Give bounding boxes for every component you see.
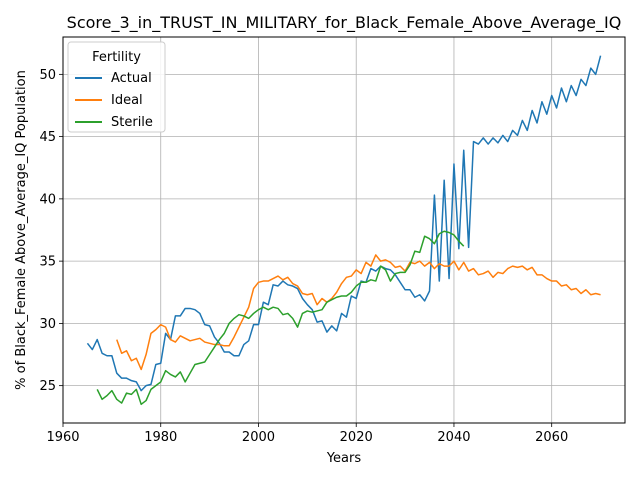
series-line-ideal: [116, 254, 601, 371]
legend-label-sterile: Sterile: [111, 115, 153, 130]
y-axis-label: % of Black_Female Above_Average_IQ Popul…: [14, 70, 29, 390]
legend-title: Fertility: [92, 50, 141, 65]
x-tick-label: 1960: [46, 430, 79, 445]
x-tick-label: 2040: [437, 430, 470, 445]
grid-lines: [62, 37, 625, 423]
series-layer: [86, 55, 602, 406]
x-tick-label: 2020: [340, 430, 373, 445]
x-tick-label: 2060: [535, 430, 568, 445]
y-axis-ticks: 25 30 35 40 45 50: [39, 68, 63, 394]
y-tick-label: 40: [39, 192, 56, 207]
legend-label-ideal: Ideal: [111, 93, 143, 108]
chart-title: Score_3_in_TRUST_IN_MILITARY_for_Black_F…: [67, 13, 622, 33]
legend: Fertility Actual Ideal Sterile: [67, 41, 166, 133]
y-tick-label: 30: [39, 317, 56, 332]
plot-frame: [62, 36, 626, 424]
x-tick-label: 2000: [242, 430, 275, 445]
legend-label-actual: Actual: [111, 71, 152, 86]
x-axis-ticks: 1960 1980 2000 2020 2040 2060: [46, 423, 568, 445]
y-tick-label: 45: [39, 130, 56, 145]
series-line-actual: [86, 55, 602, 392]
x-axis-label: Years: [326, 451, 362, 466]
x-tick-label: 1980: [144, 430, 177, 445]
y-tick-label: 25: [39, 379, 56, 394]
y-tick-label: 35: [39, 255, 56, 270]
y-tick-label: 50: [39, 68, 56, 83]
legend-box: [67, 41, 166, 133]
series-line-sterile: [96, 230, 465, 406]
